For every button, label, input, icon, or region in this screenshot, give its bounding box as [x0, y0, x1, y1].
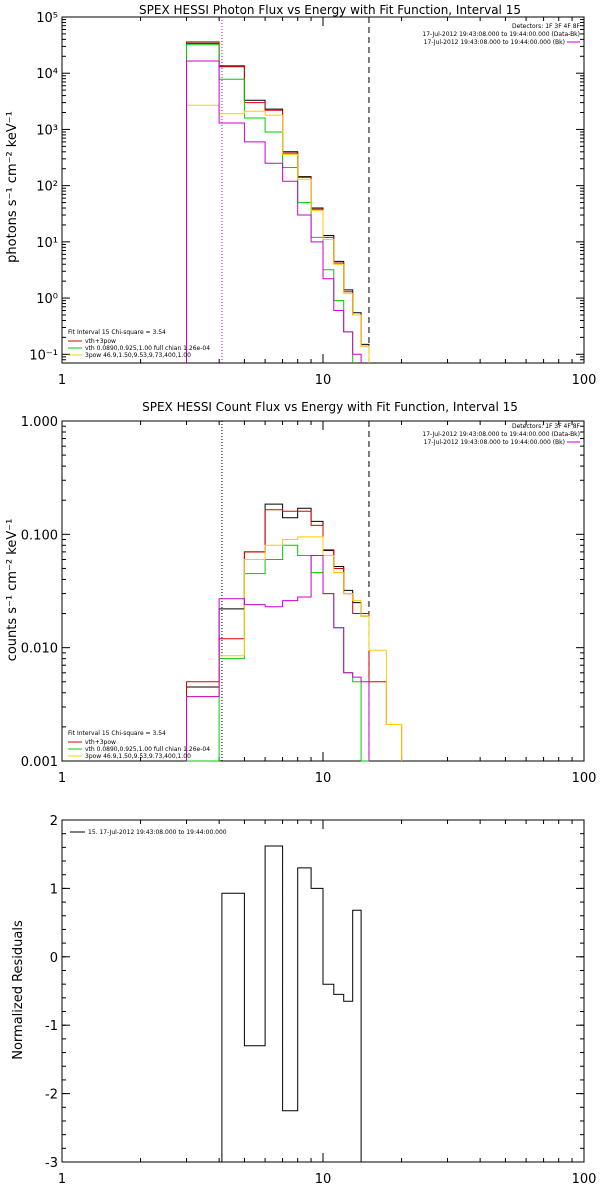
panel2-fit-item-3: 3pow 46.9,1.50,9.53,9.73,400,1.00 [85, 753, 191, 760]
y-tick-label: 1.000 [21, 415, 58, 430]
panel3-legend-item: 15. 17-Jul-2012 19:43:08.000 to 19:44:00… [88, 829, 227, 836]
y-tick-label: 2 [50, 814, 58, 829]
x-tick-label: 100 [572, 373, 597, 388]
count-flux-panel: SPEX HESSI Count Flux vs Energy with Fit… [5, 400, 596, 786]
y-tick-label: 10² [36, 180, 58, 195]
x-tick-label: 10 [315, 373, 332, 388]
panel1-header: Detectors: 1F 3F 4F 8F 17-Jul-2012 19:43… [422, 23, 580, 46]
panel1-interval-bk: 17-Jul-2012 19:43:08.000 to 19:44:00.000… [424, 39, 565, 46]
y-tick-label: 10⁴ [36, 67, 58, 82]
panel1-series [186, 41, 370, 363]
panel2-fit-legend: Fit Interval 15 Chi-square = 3.54 vth+3p… [68, 730, 210, 760]
panel2-fit-item-2: vth 0.0890,0.925,1.00 full chian 1.26e-0… [85, 746, 210, 753]
panel2-interval-data: 17-Jul-2012 19:43:08.000 to 19:44:00.000… [422, 431, 580, 438]
x-tick-label: 1 [58, 771, 66, 786]
panel2-fit-title: Fit Interval 15 Chi-square = 3.54 [68, 730, 166, 737]
y-tick-label: -1 [45, 1019, 58, 1034]
panel2-fit-item-1: vth+3pow [85, 739, 116, 746]
panel2-series [186, 503, 403, 762]
panel3-legend: 15. 17-Jul-2012 19:43:08.000 to 19:44:00… [70, 829, 227, 836]
series-0-histogram [221, 845, 362, 1162]
panel1-interval-data: 17-Jul-2012 19:43:08.000 to 19:44:00.000… [422, 31, 580, 38]
y-tick-label: 10⁰ [36, 292, 58, 307]
series-2-histogram [186, 44, 354, 363]
panel2-detectors: Detectors: 1F 3F 4F 8F [512, 423, 581, 430]
x-tick-label: 100 [572, 771, 597, 786]
panel3-plot-frame [61, 819, 585, 1163]
panel3-series [221, 845, 362, 1162]
y-tick-label: -2 [45, 1088, 58, 1103]
panel1-title: SPEX HESSI Photon Flux vs Energy with Fi… [139, 3, 521, 17]
residuals-panel: Normalized Residuals -3 -2 -1 0 1 2 1 10 100 15… [11, 814, 596, 1187]
panel1-ylabel: photons s⁻¹ cm⁻² keV⁻¹ [5, 111, 20, 263]
y-tick-label: 0.100 [21, 528, 58, 543]
y-tick-label: 0.001 [21, 755, 58, 770]
series-1-histogram [186, 41, 370, 363]
panel1-reference-lines [221, 17, 370, 363]
panel3-ylabel: Normalized Residuals [11, 920, 26, 1060]
x-tick-label: 1 [58, 1172, 66, 1187]
panel1-fit-item-2: vth 0.0890,0.925,1.00 full chian 1.26e-0… [85, 345, 210, 352]
panel3-y-ticks: -3 -2 -1 0 1 2 [45, 814, 584, 1171]
panel2-ylabel: counts s⁻¹ cm⁻² keV⁻¹ [5, 519, 20, 662]
series-4-histogram [186, 555, 370, 761]
y-tick-label: 10¹ [36, 236, 58, 251]
panel2-header: Detectors: 1F 3F 4F 8F 17-Jul-2012 19:43… [422, 423, 580, 446]
x-tick-label: 1 [58, 373, 66, 388]
x-tick-label: 100 [572, 1172, 597, 1187]
panel1-fit-legend: Fit Interval 15 Chi-square = 3.54 vth+3p… [68, 329, 210, 359]
panel2-interval-bk: 17-Jul-2012 19:43:08.000 to 19:44:00.000… [424, 439, 565, 446]
photon-flux-panel: SPEX HESSI Photon Flux vs Energy with Fi… [5, 3, 596, 388]
panel1-fit-title: Fit Interval 15 Chi-square = 3.54 [68, 329, 166, 336]
series-0-histogram [186, 42, 370, 363]
series-0-histogram [186, 503, 370, 761]
panel1-y-ticks: 10⁻¹ 10⁰ 10¹ 10² 10³ 10⁴ 10⁵ [29, 11, 584, 364]
panel1-fit-item-3: 3pow 46.9,1.50,9.53,9.73,400,1.00 [85, 352, 191, 359]
y-tick-label: 10³ [36, 123, 58, 138]
y-tick-label: 10⁵ [36, 11, 58, 26]
series-3-histogram [186, 104, 370, 363]
x-tick-label: 10 [315, 1172, 332, 1187]
y-tick-label: 1 [50, 882, 58, 897]
y-tick-label: -3 [45, 1156, 58, 1171]
y-tick-label: 0 [50, 951, 58, 966]
y-tick-label: 10⁻¹ [29, 348, 58, 363]
panel2-title: SPEX HESSI Count Flux vs Energy with Fit… [142, 400, 518, 414]
x-tick-label: 10 [315, 771, 332, 786]
series-2-histogram [186, 544, 369, 762]
panel1-plot-frame [61, 16, 585, 364]
panel3-x-ticks: 1 10 100 [58, 820, 597, 1187]
panel1-x-ticks: 1 10 100 [58, 17, 597, 388]
panel2-y-ticks: 0.001 0.010 0.100 1.000 [21, 415, 584, 770]
panel1-detectors: Detectors: 1F 3F 4F 8F [512, 23, 581, 30]
y-tick-label: 0.010 [21, 642, 58, 657]
panel1-fit-item-1: vth+3pow [85, 338, 116, 345]
series-4-histogram [186, 60, 362, 363]
